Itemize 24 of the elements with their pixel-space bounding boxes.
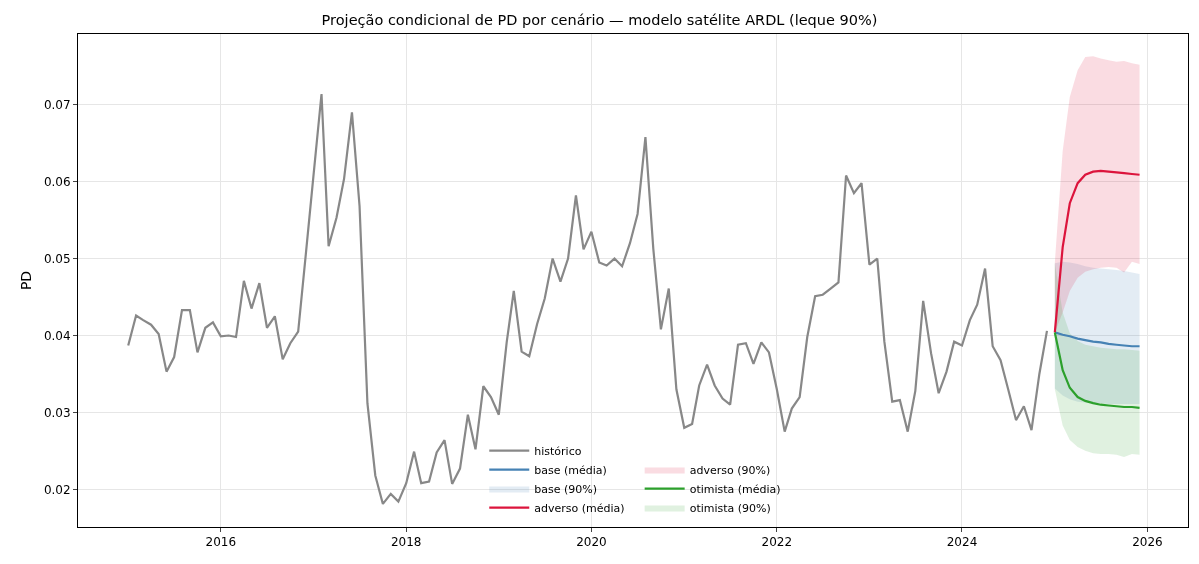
- legend-label: otimista (90%): [689, 501, 771, 515]
- line-series: [1053, 331, 1141, 409]
- y-tick-label: 0.05: [43, 251, 71, 266]
- x-tick-label: 2024: [946, 535, 978, 550]
- x-tick-label: 2026: [1132, 535, 1163, 550]
- y-tick-label: 0.02: [43, 482, 71, 497]
- legend-label: otimista (média): [689, 482, 781, 496]
- y-tick-label: 0.07: [43, 97, 71, 112]
- line-series: [1053, 331, 1141, 348]
- chart-title: Projeção condicional de PD por cenário — modelo satélite ARDL (leque 90%): [321, 11, 878, 28]
- legend-label: histórico: [534, 444, 582, 458]
- legend-label: base (90%): [534, 482, 598, 496]
- legend-label: adverso (90%): [689, 463, 771, 477]
- y-tick-label: 0.03: [43, 405, 71, 420]
- y-tick-label: 0.06: [43, 174, 71, 189]
- x-tick-label: 2018: [390, 535, 422, 550]
- y-tick-label: 0.04: [43, 328, 71, 343]
- legend-label: adverso (média): [534, 501, 625, 515]
- x-tick-label: 2020: [576, 535, 607, 550]
- legend-label: base (média): [534, 463, 607, 477]
- line-series: [1053, 169, 1141, 334]
- y-axis-title: PD: [18, 270, 35, 291]
- x-tick-label: 2016: [205, 535, 237, 550]
- x-tick-label: 2022: [761, 535, 793, 550]
